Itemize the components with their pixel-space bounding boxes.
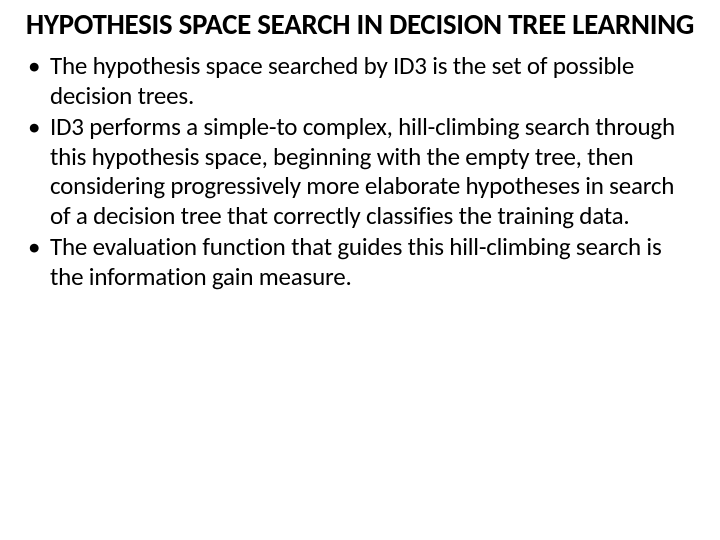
list-item: ID3 performs a simple-to complex, hill-c…	[28, 112, 700, 230]
bullet-list: The hypothesis space searched by ID3 is …	[20, 51, 700, 291]
slide-title: HYPOTHESIS SPACE SEARCH IN DECISION TREE…	[20, 8, 700, 41]
slide-container: HYPOTHESIS SPACE SEARCH IN DECISION TREE…	[0, 0, 720, 540]
list-item: The evaluation function that guides this…	[28, 232, 700, 291]
list-item: The hypothesis space searched by ID3 is …	[28, 51, 700, 110]
